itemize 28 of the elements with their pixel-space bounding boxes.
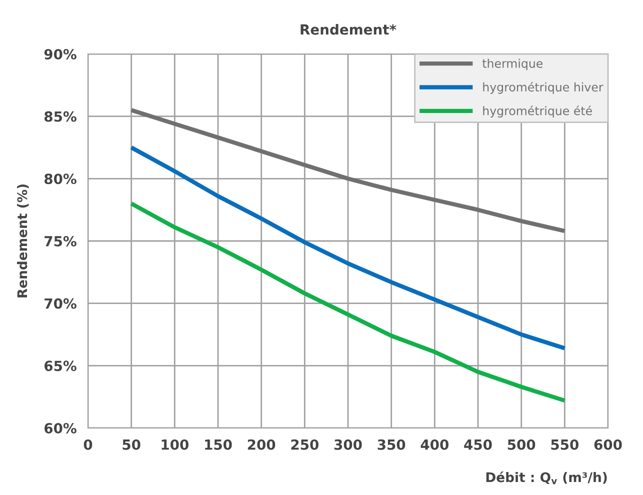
y-tick-label: 90% <box>44 48 76 60</box>
x-tick-label: 150 <box>205 439 232 450</box>
x-tick-label: 300 <box>334 439 362 450</box>
x-tick-label: 350 <box>378 439 406 450</box>
x-tick-label: 100 <box>162 439 188 450</box>
x-tick-label: 250 <box>291 439 318 450</box>
x-tick-label: 550 <box>551 439 578 450</box>
x-tick-label: 450 <box>464 439 492 450</box>
line-series <box>129 202 567 403</box>
legend-label: thermique <box>482 58 543 70</box>
y-tick-label: 65% <box>44 360 76 372</box>
legend-label: hygrométrique été <box>483 106 592 118</box>
y-tick-label: 75% <box>44 236 76 246</box>
y-axis-title: Rendement (%) <box>16 184 29 298</box>
chart-title: Rendement* <box>300 24 396 35</box>
line-series <box>129 145 567 350</box>
x-tick-label: 600 <box>594 439 622 450</box>
y-tick-label: 70% <box>44 298 76 309</box>
y-tick-label: 60% <box>44 422 76 434</box>
x-tick-label: 0 <box>84 439 92 450</box>
legend-label: hygrométrique hiver <box>483 82 604 94</box>
x-tick-label: 50 <box>122 439 140 450</box>
x-tick-label: 400 <box>420 439 448 450</box>
y-tick-label: 85% <box>44 111 76 122</box>
x-tick-label: 200 <box>248 439 276 450</box>
x-axis-title: Débit : Q$_{v}$ (m³/h) <box>486 471 607 484</box>
y-tick-label: 80% <box>44 174 76 184</box>
x-tick-label: 500 <box>508 439 536 450</box>
